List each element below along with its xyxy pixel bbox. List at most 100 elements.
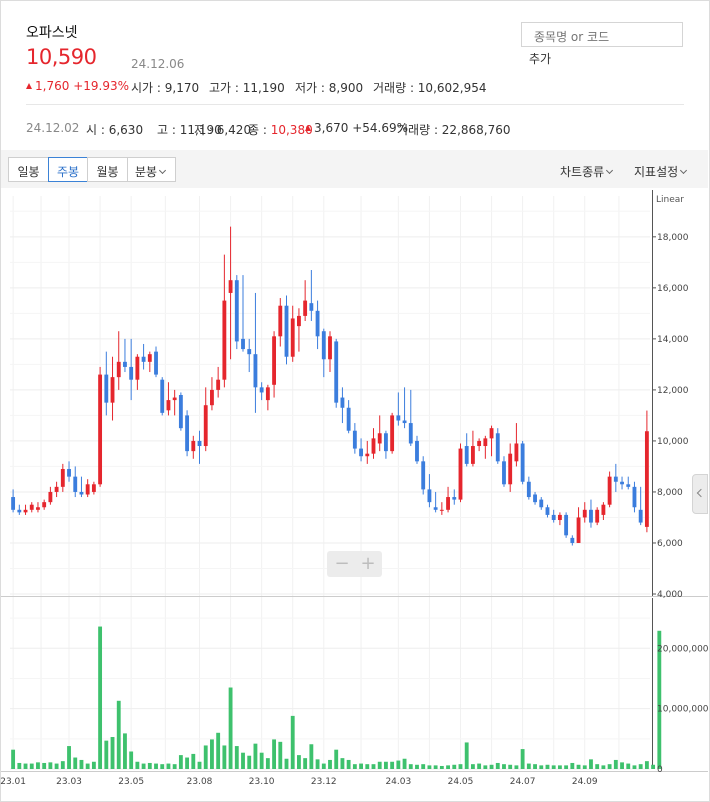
candle-body [36,507,40,510]
volume-bar [377,761,382,769]
y-tick-label: 18,000 [657,233,689,243]
candle-body [489,428,494,439]
candle-body [520,443,525,482]
candle-body [589,509,593,523]
candle-body [253,354,258,388]
candle-body [11,497,16,510]
volume-bar [253,743,258,769]
low-price: 저가 : 8,900 [295,81,364,95]
candle-body [278,305,283,337]
tab-weekly[interactable]: 주봉 [48,157,88,182]
volume-bar [539,765,544,769]
week-volume: 거래량 : 22,868,760 [397,123,511,137]
volume-bar [309,744,314,769]
volume-bar [508,764,513,769]
candle-body [60,468,65,487]
candle-body [210,389,214,406]
volume-bar [470,764,475,769]
volume-bar [371,764,376,769]
volume-bar [160,764,165,769]
volume-bar [123,733,127,769]
volume-bar [67,746,71,769]
x-tick-label: 23.12 [311,777,337,787]
volume-bar [79,759,84,769]
volume-bar [477,763,482,769]
candle-body [396,415,401,421]
candle-body [23,509,28,513]
candle-body [216,379,221,390]
volume-bar [328,759,332,769]
volume-bar [607,764,612,769]
chart-type-menu[interactable]: 차트종류 [560,163,614,180]
candle-body [247,349,252,355]
candle-body [452,497,457,500]
candle-body [340,397,345,408]
volume-bar [458,764,463,769]
x-tick-label: 23.05 [118,777,144,787]
candle-body [514,443,519,462]
volume-bar [439,765,444,769]
y-tick-label: 16,000 [657,284,689,294]
volume-bar [576,764,581,769]
chevron-left-icon [696,488,706,498]
indicator-menu[interactable]: 지표설정 [634,163,688,180]
volume-bar [390,761,395,769]
add-button[interactable]: 추가 [529,52,552,66]
volume-bar [278,741,283,769]
volume-bar [352,764,357,769]
candle-body [178,395,183,429]
tab-monthly[interactable]: 월봉 [87,157,128,182]
volume-bar [241,752,245,769]
candle-body [352,430,357,449]
zoom-in-button[interactable]: + [360,553,376,574]
week-date: 24.12.02 [26,121,80,135]
candle-body [197,440,202,447]
volume-bar [514,765,519,769]
volume-bar [23,763,28,769]
y-tick-label: 14,000 [657,335,689,345]
x-tick-label: 23.08 [187,777,213,787]
candle-body [613,476,618,482]
volume-bar [185,757,190,769]
volume-bar [290,715,295,769]
candle-body [446,497,450,510]
candle-body [439,509,444,511]
candle-body [222,300,227,380]
candle-body [91,484,96,492]
volume-bar [340,758,345,769]
volume-bar [589,759,593,769]
volume-bar [626,763,631,769]
zoom-out-button[interactable]: − [334,553,350,574]
candle-body [408,423,413,444]
candle-body [241,338,245,350]
side-panel-toggle[interactable] [692,474,708,514]
candle-body [533,494,537,503]
volume-bar [613,759,618,769]
candle-body [545,507,550,515]
candle-body [402,420,407,424]
volume-tick-label: 20,000,000 [657,644,709,654]
candle-body [570,537,575,543]
y-tick-label: 4,000 [657,590,683,600]
volume-bar [383,761,388,769]
volume-bar [11,749,16,769]
candle-body [17,509,22,513]
volume-bar [321,763,326,769]
volume-bar [533,764,537,769]
volume-bar [570,762,575,769]
volume-bar [272,739,277,769]
search-input[interactable] [521,22,683,47]
tab-minute[interactable]: 분봉 [127,157,176,182]
volume-bar [651,764,656,769]
candle-body [427,489,432,503]
volume-bar [359,763,363,769]
candle-body [321,331,326,360]
divider [26,104,684,105]
volume-tick-label: 10,000,000 [657,705,709,715]
volume-bar [36,762,40,769]
volume-bar [402,758,407,769]
candle-body [259,387,264,393]
scale-label: Linear [656,195,684,205]
week-close: 종 : 10,380 [248,123,313,137]
